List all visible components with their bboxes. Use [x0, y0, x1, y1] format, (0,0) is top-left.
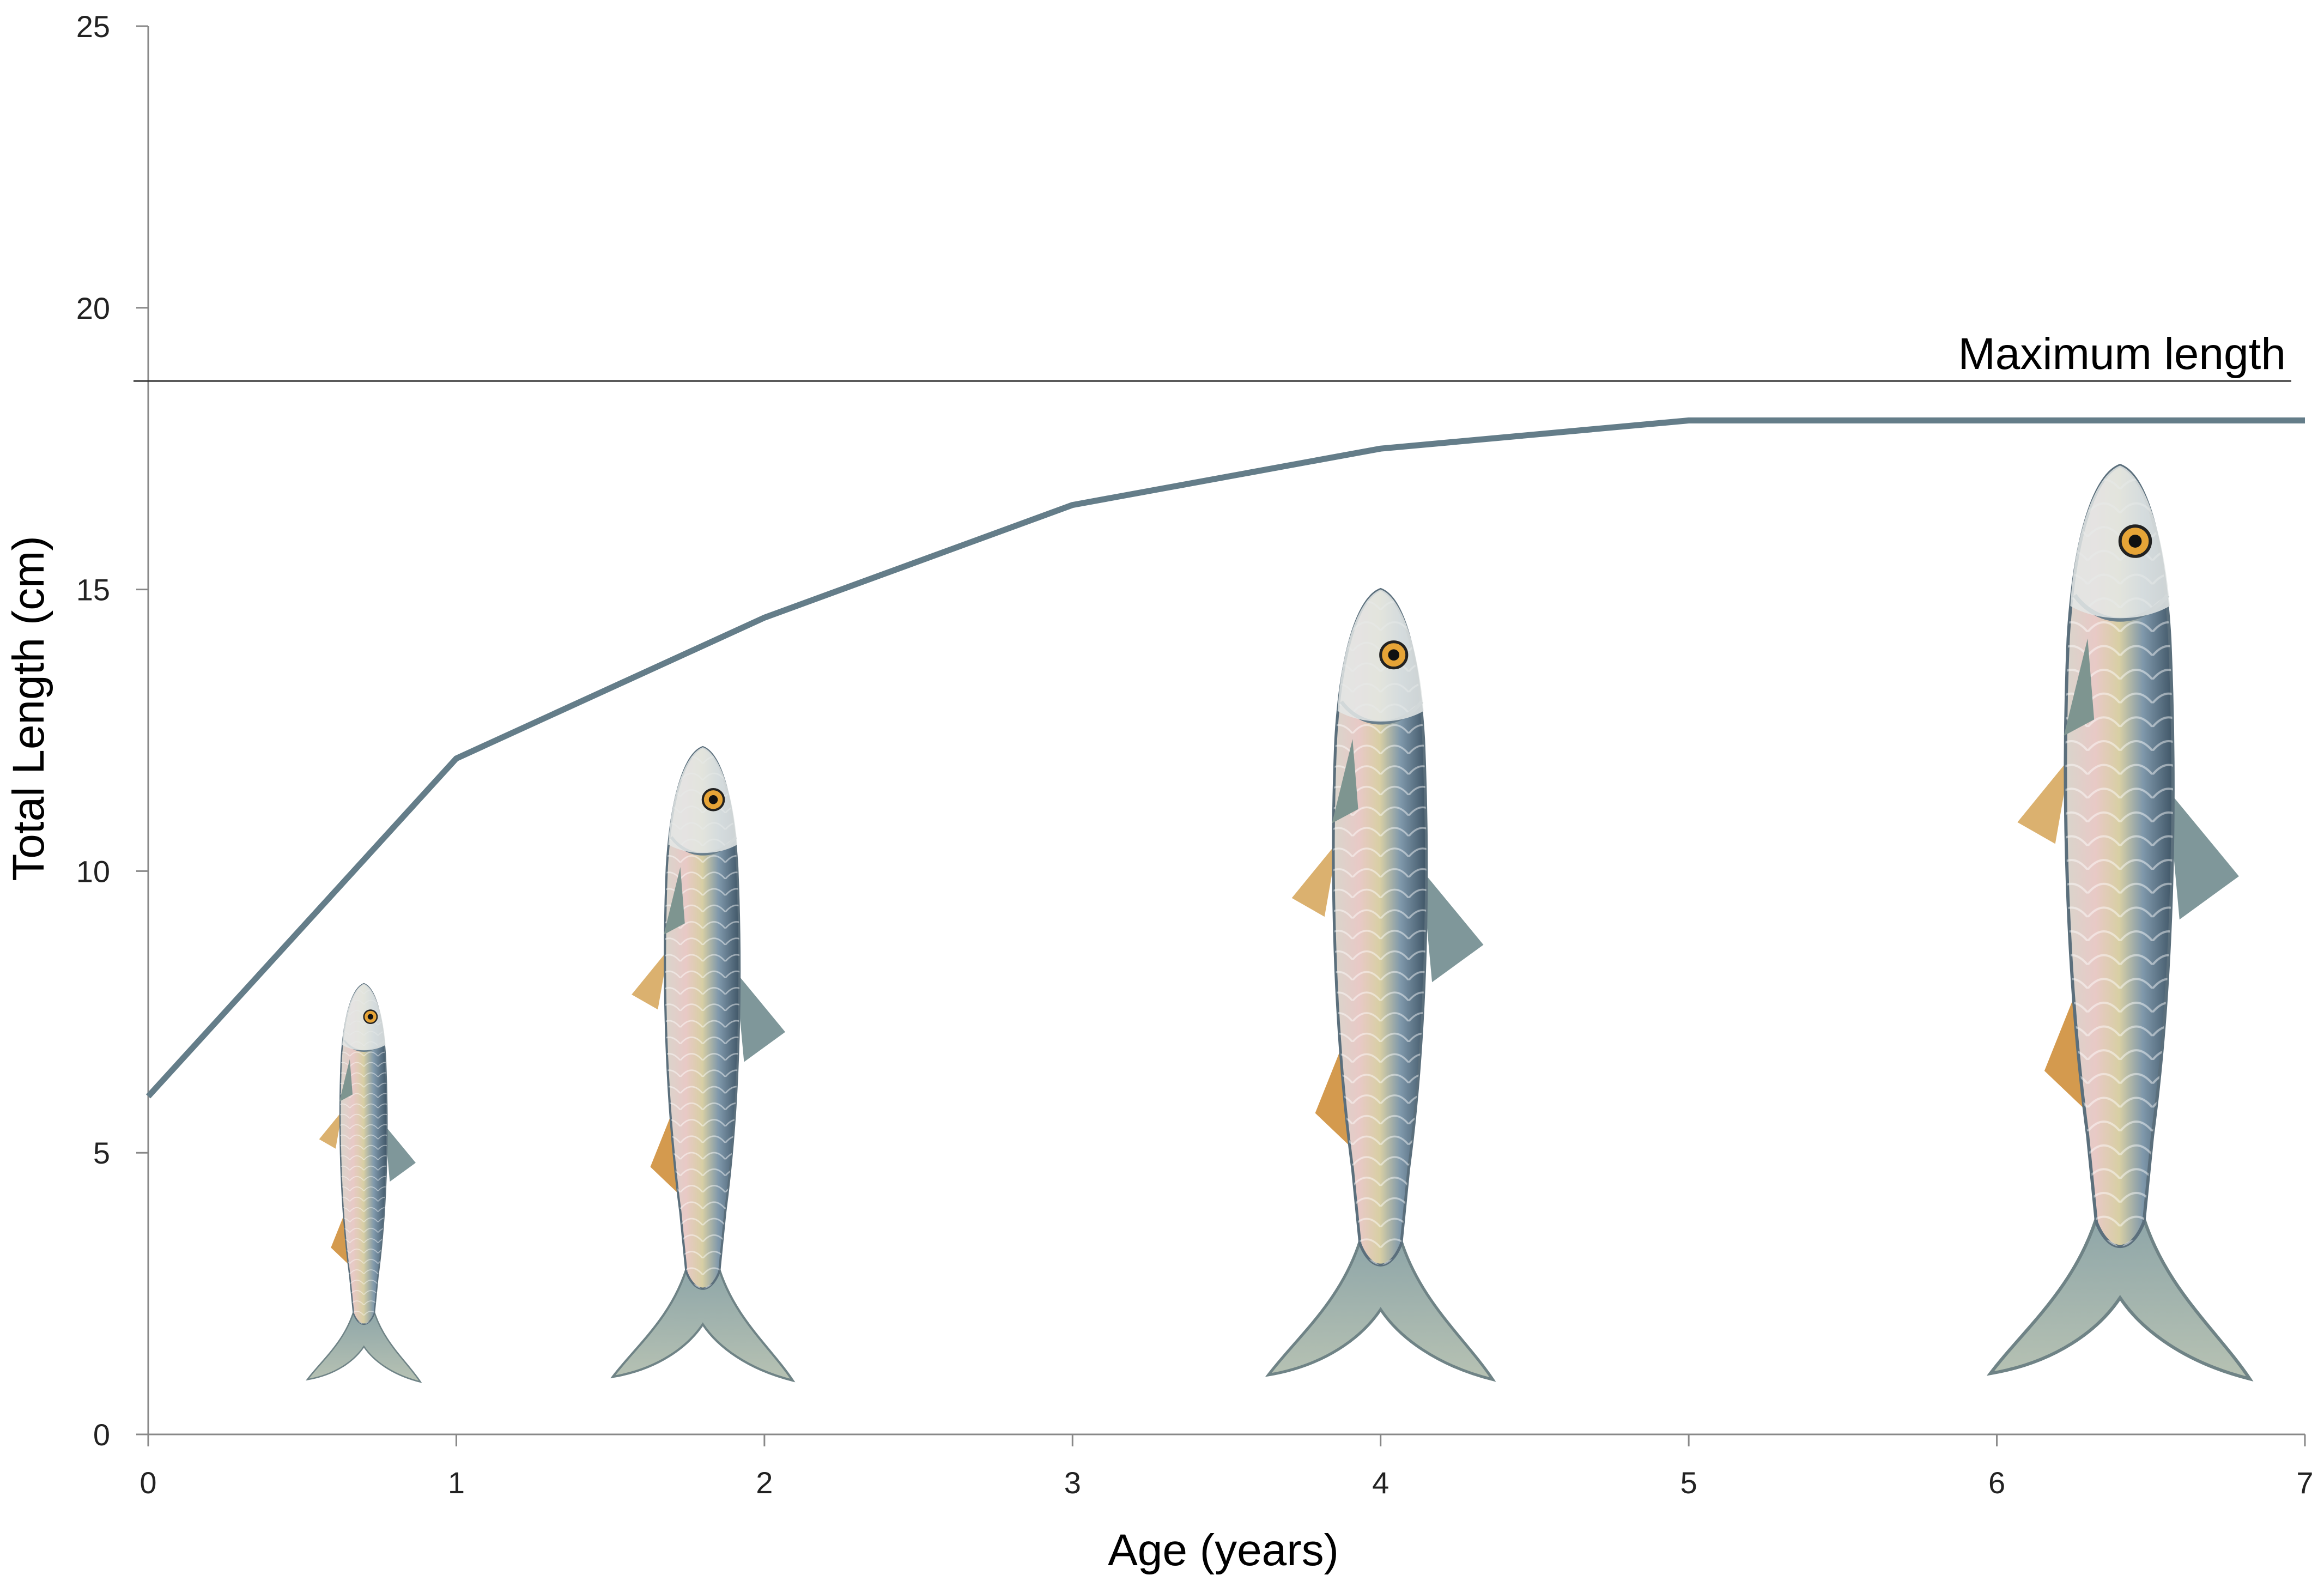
y-tick-label: 15 — [76, 573, 110, 607]
growth-curve-line — [145, 417, 2305, 1099]
y-tick-label: 0 — [93, 1418, 110, 1452]
y-axis-title: Total Length (cm) — [4, 536, 53, 881]
x-tick-label: 4 — [1372, 1465, 1389, 1500]
y-tick-label: 20 — [76, 291, 110, 325]
x-tick-label: 0 — [139, 1465, 156, 1500]
x-ticks: 0 1 2 3 4 5 6 7 — [139, 1434, 2314, 1500]
y-tick-label: 5 — [93, 1136, 110, 1170]
x-tick-label: 1 — [448, 1465, 465, 1500]
x-axis-title: Age (years) — [1108, 1525, 1339, 1575]
x-tick-label: 5 — [1680, 1465, 1697, 1500]
fish-age-1 — [610, 746, 796, 1383]
x-tick-label: 3 — [1064, 1465, 1081, 1500]
maximum-length-label: Maximum length — [1958, 329, 2286, 379]
fish-age-0 — [306, 983, 422, 1383]
x-tick-label: 7 — [2296, 1465, 2313, 1500]
y-tick-label: 10 — [76, 854, 110, 888]
x-tick-label: 6 — [1988, 1465, 2005, 1500]
fish-age-5 — [1986, 464, 2254, 1382]
y-tick-label: 25 — [76, 9, 110, 44]
y-ticks: 0 5 10 15 20 25 — [76, 9, 148, 1452]
x-tick-label: 2 — [756, 1465, 773, 1500]
fish-age-3 — [1265, 587, 1496, 1382]
fish-illustrations — [306, 464, 2254, 1383]
